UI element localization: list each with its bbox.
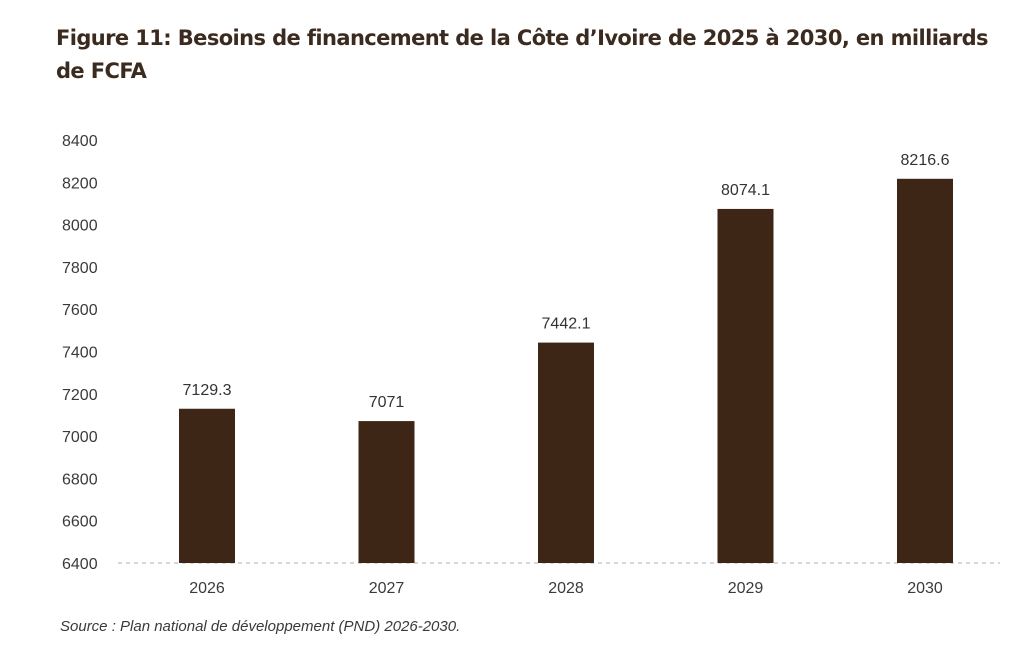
y-tick-label: 7400 <box>62 345 98 362</box>
y-tick-label: 6800 <box>62 471 98 488</box>
bar-chart: 6400 6600 6800 7000 7200 7400 7600 7800 8000 8200… <box>62 133 1000 597</box>
x-tick-label: 2026 <box>189 580 225 597</box>
data-label-2027: 7071 <box>369 394 405 411</box>
bar-2029 <box>717 208 774 563</box>
y-tick-label: 7200 <box>62 387 98 404</box>
y-tick-label: 7000 <box>62 429 98 446</box>
bar-2026 <box>179 408 235 563</box>
data-label-2029: 8074.1 <box>721 182 770 199</box>
bar-2027 <box>358 421 415 563</box>
x-tick-label: 2028 <box>548 580 584 597</box>
y-tick-label: 7800 <box>62 260 98 277</box>
y-tick-label: 8200 <box>62 175 98 192</box>
y-axis-ticks: 6400 6600 6800 7000 7200 7400 7600 7800 8000 8200… <box>62 133 98 573</box>
y-tick-label: 7600 <box>62 302 98 319</box>
data-label-2030: 8216.6 <box>901 152 950 169</box>
data-labels: 7129.3 7071 7442.1 8074.1 8216.6 <box>183 152 950 411</box>
bar-2030 <box>897 178 953 563</box>
bar-2028 <box>538 342 594 563</box>
chart-source: Source : Plan national de développement … <box>60 618 461 635</box>
y-tick-label: 6400 <box>62 556 98 573</box>
y-tick-label: 6600 <box>62 514 98 531</box>
data-label-2028: 7442.1 <box>542 316 591 333</box>
y-tick-label: 8000 <box>62 218 98 235</box>
x-tick-label: 2030 <box>907 580 943 597</box>
x-axis-ticks: 2026 2027 2028 2029 2030 <box>189 580 943 597</box>
x-tick-label: 2027 <box>369 580 405 597</box>
x-tick-label: 2029 <box>728 580 764 597</box>
chart-title: Figure 11: Besoins de financement de la … <box>56 26 989 83</box>
y-tick-label: 8400 <box>62 133 98 150</box>
data-label-2026: 7129.3 <box>183 382 232 399</box>
bars <box>179 178 953 563</box>
